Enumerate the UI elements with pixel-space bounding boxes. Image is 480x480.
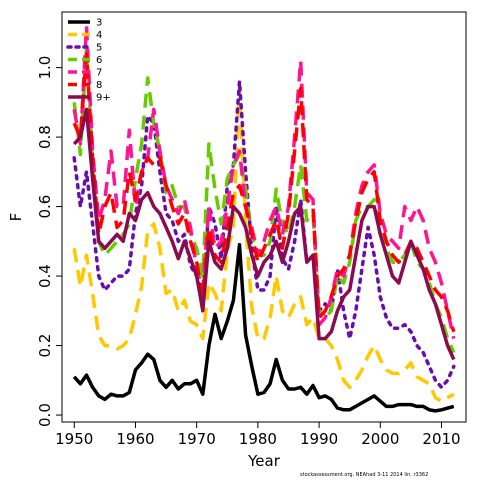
series-line-3 xyxy=(72,243,455,413)
legend-label: 7 xyxy=(96,68,102,79)
y-tick-label: 0.8 xyxy=(36,125,54,149)
x-axis-title: Year xyxy=(247,452,281,470)
y-tick-label: 0.6 xyxy=(36,195,54,219)
x-tick-label: 1960 xyxy=(116,430,154,448)
series-line-8 xyxy=(72,51,456,333)
legend-label: 4 xyxy=(96,30,102,41)
y-tick-label: 0.2 xyxy=(36,334,54,358)
legend-label: 5 xyxy=(96,43,102,54)
legend-label: 3 xyxy=(96,18,102,29)
legend-label: 8 xyxy=(96,80,102,91)
x-tick-label: 1990 xyxy=(300,430,338,448)
legend-label: 6 xyxy=(96,55,102,66)
legend-label: 9+ xyxy=(96,93,111,104)
footnote: stockassessment.org, NEAhad 3-11 2014 li… xyxy=(300,472,429,478)
y-tick-label: 0.4 xyxy=(36,264,54,288)
y-tick-label: 0.0 xyxy=(36,403,54,427)
x-tick-label: 1950 xyxy=(55,430,93,448)
series-line-9plus xyxy=(72,107,456,361)
series-line-6 xyxy=(72,44,456,354)
axes-layer: 1950 1960 1970 1980 1990 2000 2010 0.0 0.2 0.4 0.6… xyxy=(36,56,461,448)
series-line-4 xyxy=(72,86,455,403)
legend: 34 56 78 9+ xyxy=(66,18,111,104)
x-tick-label: 2010 xyxy=(422,430,460,448)
series-line-5 xyxy=(72,79,456,390)
x-tick-label: 2000 xyxy=(361,430,399,448)
plot-frame xyxy=(61,11,467,423)
y-axis-title: F xyxy=(7,213,25,222)
series-layer xyxy=(72,24,456,413)
x-tick-label: 1970 xyxy=(178,430,216,448)
x-tick-label: 1980 xyxy=(239,430,277,448)
y-tick-label: 1.0 xyxy=(36,56,54,80)
